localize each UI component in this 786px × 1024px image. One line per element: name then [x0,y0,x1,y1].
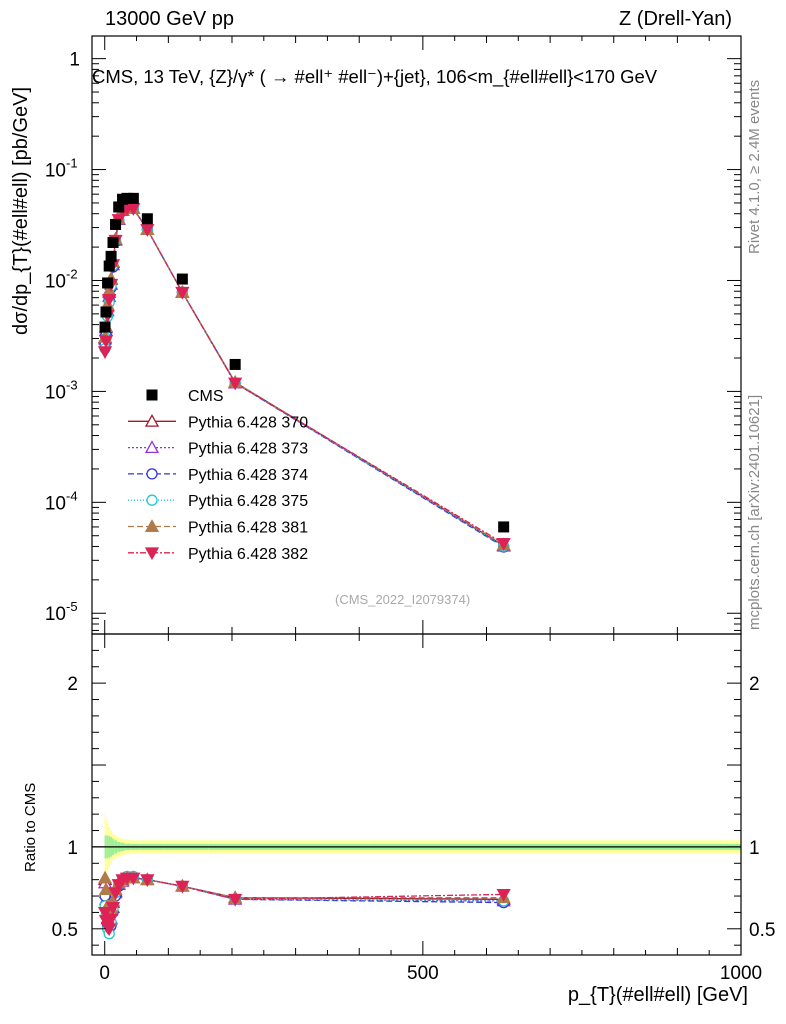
cms-point [498,521,510,533]
y-tick-label: 10 [45,161,66,182]
y-tick-label: 10 [45,271,66,292]
legend: CMS Pythia 6.428 370 Pythia 6.428 373 Pythi… [128,388,308,563]
series-lines [104,207,505,934]
legend-marker [144,547,160,561]
axes-frames [91,35,742,956]
cms-point [229,358,241,370]
cms-point [176,273,188,285]
y-tick-exponent: -3 [66,377,78,392]
ratio-line-4 [104,875,504,934]
legend-item: Pythia 6.428 382 [128,546,308,563]
legend-item: CMS [146,388,224,405]
rivet-version-label: Rivet 4.1.0, ≥ 2.4M events [746,79,763,254]
y-tick-label: 1 [69,50,80,71]
ratio-point [175,880,190,894]
uncertainty-bands [92,814,741,880]
series-point [97,346,113,360]
legend-item: Pythia 6.428 375 [128,493,308,510]
ratio-point [103,913,119,927]
legend-item: Pythia 6.428 373 [128,440,308,458]
y-axis-label: dσ/dp_{T}(#ell#ell) [pb/GeV] [10,86,32,335]
legend-marker [144,413,160,427]
legend-label: CMS [188,388,224,405]
cms-point [107,237,119,249]
ratio-point [97,870,113,884]
ratio-point [228,893,243,907]
series-point [228,377,243,391]
mcplots-label: mcplots.cern.ch [arXiv:2401.10621] [746,394,763,630]
cms-point [105,250,117,262]
y-tick-exponent: -2 [66,266,78,281]
ratio-line-3 [104,877,504,931]
legend-label: Pythia 6.428 374 [188,467,308,484]
chart-watermark: (CMS_2022_I2079374) [335,592,471,607]
header-left: 13000 GeV pp [105,8,234,30]
ratio-point [102,923,117,937]
legend-marker [146,389,158,401]
cms-point [100,306,112,318]
ratio-tick-label: 2 [67,674,78,695]
y-tick-label: 10 [45,604,66,625]
ratio-tick-label: 1 [67,838,78,859]
y-tick-label: 10 [45,382,66,403]
ratio-tick-label-right: 2 [749,674,760,695]
legend-marker [144,440,160,454]
cms-point [121,192,133,204]
legend-item: Pythia 6.428 374 [128,467,308,484]
ratio-point [496,888,511,902]
y-tick-exponent: -1 [66,156,78,171]
legend-label: Pythia 6.428 370 [188,414,308,431]
cms-point [102,277,114,289]
series-point [496,537,511,551]
x-axis-label: p_{T}(#ell#ell) [GeV] [567,984,748,1006]
ratio-line-6 [104,877,504,931]
ratio-tick-label-right: 1 [749,838,760,859]
ratio-axis-label: Ratio to CMS [22,782,39,872]
ratio-point [105,902,121,915]
cms-point [141,213,153,225]
legend-marker [144,519,160,532]
data-markers [97,192,511,940]
cms-point [110,218,122,230]
cms-point [127,192,139,204]
x-tick-label: 1000 [720,963,762,984]
legend-label: Pythia 6.428 381 [188,520,308,537]
ratio-point [97,906,113,920]
legend-label: Pythia 6.428 373 [188,441,308,458]
series-point [98,335,114,349]
ratio-panel-frame [91,633,742,956]
cms-point [103,260,115,272]
y-tick-label: 10 [45,493,66,514]
legend-item: Pythia 6.428 370 [128,413,308,431]
ratio-line-1 [104,877,504,919]
legend-label: Pythia 6.428 375 [188,493,308,510]
x-tick-label: 500 [407,963,439,984]
ratio-point [140,874,155,888]
chart-title: CMS, 13 TeV, {Z}/γ* ( → #ell⁺ #ell⁻)+{je… [92,66,658,87]
ratio-tick-label-right: 0.5 [749,920,775,941]
series-point [140,224,155,237]
legend-label: Pythia 6.428 382 [188,546,308,563]
legend-item: Pythia 6.428 381 [128,519,308,537]
ratio-tick-label: 0.5 [52,920,78,941]
cms-point [113,201,125,213]
ratio-point [126,872,141,886]
y-tick-exponent: -4 [66,488,78,503]
series-point [102,293,117,307]
main-panel-frame [91,35,742,635]
ratio-point [98,882,114,895]
ratio-line-2 [104,877,504,926]
legend-marker [146,494,158,506]
y-tick-exponent: -5 [66,599,78,614]
axis-ticks [92,36,742,955]
series-point [175,286,190,300]
header-right: Z (Drell-Yan) [619,8,732,30]
x-tick-label: 0 [99,963,110,984]
legend-marker [146,468,158,480]
cms-point [99,321,111,333]
